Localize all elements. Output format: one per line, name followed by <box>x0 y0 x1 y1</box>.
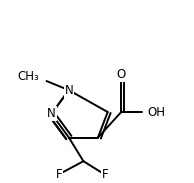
Text: N: N <box>64 84 73 97</box>
Text: N: N <box>47 107 56 120</box>
Text: OH: OH <box>147 106 165 119</box>
Text: O: O <box>117 68 126 81</box>
Text: F: F <box>56 168 62 181</box>
Text: F: F <box>101 168 108 181</box>
Text: CH₃: CH₃ <box>17 70 39 83</box>
